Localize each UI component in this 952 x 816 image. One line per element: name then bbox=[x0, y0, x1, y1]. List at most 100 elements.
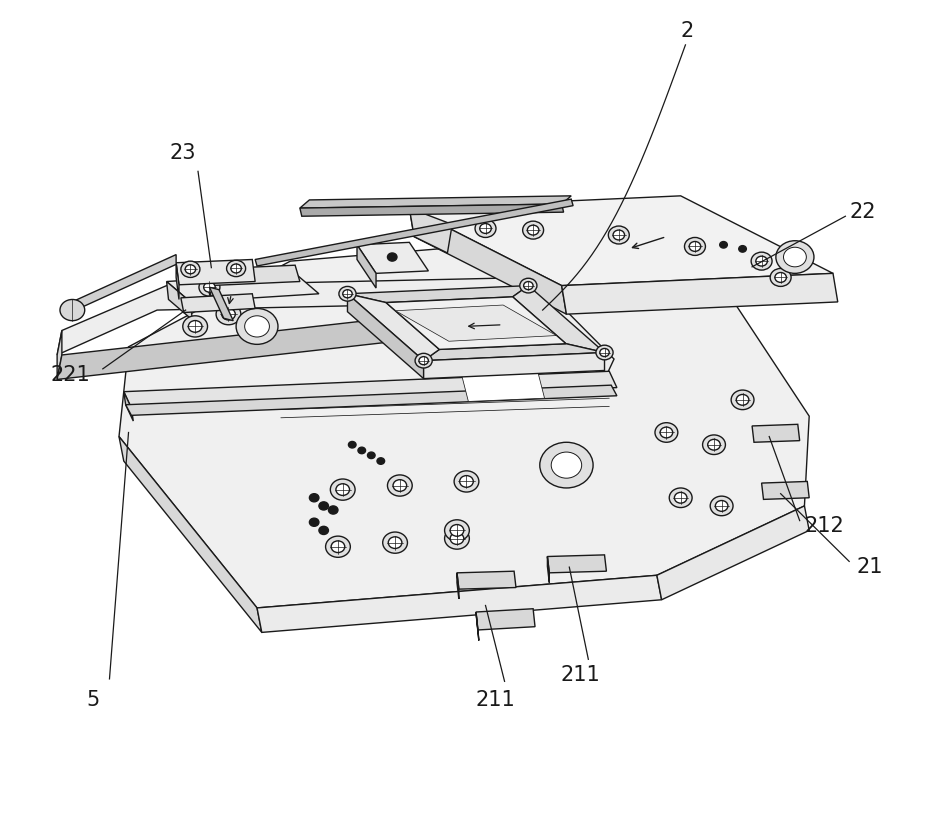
Circle shape bbox=[236, 308, 278, 344]
Circle shape bbox=[181, 261, 200, 277]
Circle shape bbox=[199, 278, 220, 296]
Circle shape bbox=[720, 242, 727, 248]
Polygon shape bbox=[512, 286, 605, 353]
Circle shape bbox=[707, 439, 721, 450]
Polygon shape bbox=[547, 557, 549, 583]
Circle shape bbox=[377, 458, 385, 464]
Polygon shape bbox=[457, 573, 459, 599]
Circle shape bbox=[185, 264, 196, 274]
Circle shape bbox=[450, 525, 464, 536]
Circle shape bbox=[387, 253, 397, 261]
Circle shape bbox=[388, 537, 402, 548]
Polygon shape bbox=[167, 273, 319, 302]
Text: 221: 221 bbox=[50, 366, 90, 385]
Text: 21: 21 bbox=[857, 557, 883, 577]
Polygon shape bbox=[357, 245, 376, 288]
Circle shape bbox=[330, 479, 355, 500]
Circle shape bbox=[596, 345, 613, 360]
Polygon shape bbox=[476, 609, 535, 630]
Polygon shape bbox=[119, 437, 262, 632]
Text: 22: 22 bbox=[849, 202, 876, 222]
Polygon shape bbox=[657, 506, 809, 600]
Circle shape bbox=[227, 260, 246, 277]
Polygon shape bbox=[547, 555, 606, 573]
Polygon shape bbox=[126, 385, 617, 415]
Circle shape bbox=[715, 500, 728, 512]
Polygon shape bbox=[562, 273, 838, 314]
Circle shape bbox=[326, 536, 350, 557]
Polygon shape bbox=[57, 330, 62, 379]
Circle shape bbox=[475, 220, 496, 237]
Polygon shape bbox=[347, 286, 528, 303]
Circle shape bbox=[367, 452, 375, 459]
Circle shape bbox=[415, 353, 432, 368]
Circle shape bbox=[393, 480, 407, 491]
Circle shape bbox=[613, 230, 625, 240]
Circle shape bbox=[739, 246, 746, 252]
Polygon shape bbox=[476, 612, 479, 641]
Polygon shape bbox=[257, 575, 662, 632]
Circle shape bbox=[60, 299, 85, 321]
Polygon shape bbox=[457, 571, 516, 589]
Circle shape bbox=[775, 273, 786, 282]
Polygon shape bbox=[205, 265, 300, 286]
Circle shape bbox=[524, 282, 533, 290]
Polygon shape bbox=[124, 371, 617, 408]
Polygon shape bbox=[181, 294, 255, 313]
Polygon shape bbox=[209, 287, 233, 321]
Polygon shape bbox=[124, 392, 133, 421]
Circle shape bbox=[776, 241, 814, 273]
Circle shape bbox=[331, 541, 345, 552]
Circle shape bbox=[319, 502, 328, 510]
Circle shape bbox=[710, 496, 733, 516]
Polygon shape bbox=[347, 294, 440, 361]
Circle shape bbox=[731, 390, 754, 410]
Polygon shape bbox=[424, 344, 605, 361]
Circle shape bbox=[454, 471, 479, 492]
Circle shape bbox=[674, 492, 687, 503]
Circle shape bbox=[520, 278, 537, 293]
Circle shape bbox=[183, 316, 208, 337]
Polygon shape bbox=[752, 424, 800, 442]
Text: 2: 2 bbox=[681, 20, 694, 41]
Text: 212: 212 bbox=[804, 517, 844, 536]
Circle shape bbox=[358, 447, 366, 454]
Circle shape bbox=[230, 264, 242, 273]
Polygon shape bbox=[167, 282, 192, 320]
Circle shape bbox=[689, 242, 701, 251]
Text: 211: 211 bbox=[475, 690, 515, 710]
Text: 23: 23 bbox=[169, 143, 196, 163]
Circle shape bbox=[343, 290, 352, 298]
Polygon shape bbox=[300, 204, 564, 216]
Polygon shape bbox=[409, 208, 452, 253]
Polygon shape bbox=[424, 353, 605, 379]
Circle shape bbox=[460, 476, 473, 487]
Circle shape bbox=[608, 226, 629, 244]
Circle shape bbox=[669, 488, 692, 508]
Circle shape bbox=[383, 532, 407, 553]
Polygon shape bbox=[462, 372, 545, 401]
Polygon shape bbox=[176, 263, 179, 299]
Circle shape bbox=[387, 475, 412, 496]
Polygon shape bbox=[762, 481, 809, 499]
Circle shape bbox=[736, 394, 749, 406]
Circle shape bbox=[319, 526, 328, 534]
Polygon shape bbox=[409, 208, 566, 314]
Polygon shape bbox=[396, 305, 556, 341]
Circle shape bbox=[188, 321, 202, 332]
Text: 211: 211 bbox=[561, 665, 601, 685]
Circle shape bbox=[783, 247, 806, 267]
Circle shape bbox=[445, 520, 469, 541]
Circle shape bbox=[328, 506, 338, 514]
Circle shape bbox=[751, 252, 772, 270]
Circle shape bbox=[309, 518, 319, 526]
Circle shape bbox=[540, 442, 593, 488]
Circle shape bbox=[660, 427, 673, 438]
Polygon shape bbox=[300, 196, 571, 208]
Circle shape bbox=[222, 308, 235, 320]
Polygon shape bbox=[205, 269, 211, 300]
Circle shape bbox=[551, 452, 582, 478]
Circle shape bbox=[445, 528, 469, 549]
Polygon shape bbox=[65, 255, 176, 315]
Polygon shape bbox=[357, 242, 428, 273]
